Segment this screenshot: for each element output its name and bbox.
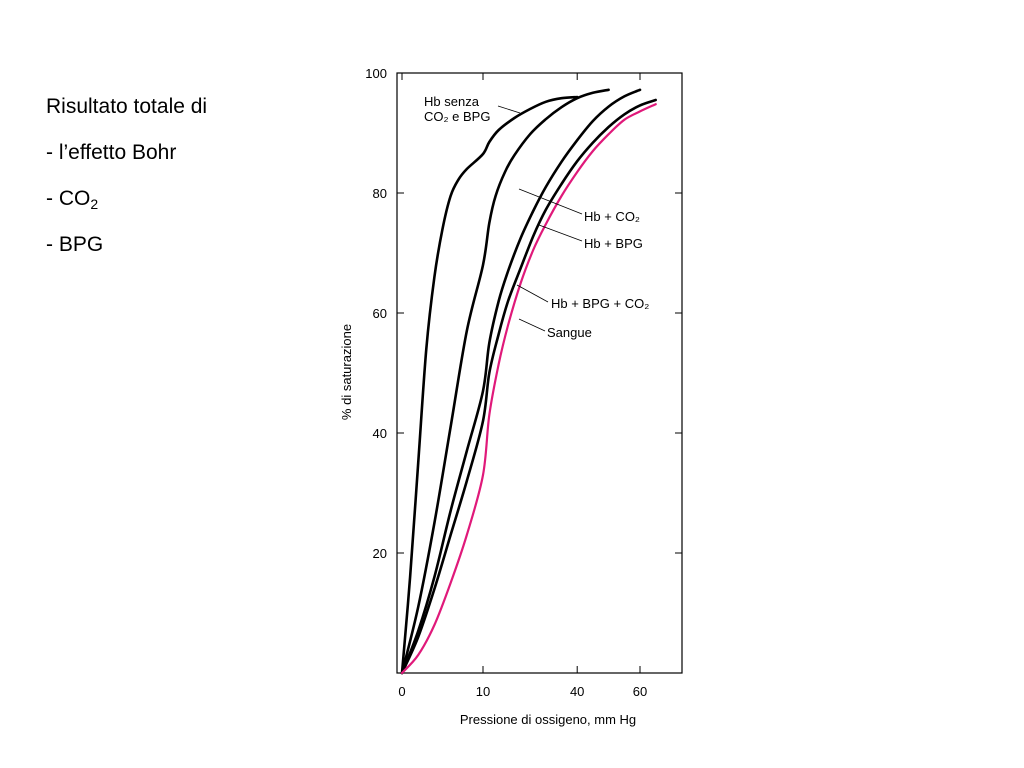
x-tick-label: 60	[633, 684, 647, 699]
y-tick-label: 40	[373, 426, 387, 441]
slide-bullets: Risultato totale di - l’effetto Bohr - C…	[46, 84, 207, 268]
label-hb-senza-co2-bpg: CO₂ e BPG	[424, 109, 490, 124]
label-sangue: Sangue	[547, 325, 592, 340]
series-hb-senza-co2-bpg	[400, 95, 579, 675]
label-leader-line	[516, 284, 549, 303]
y-tick-label: 20	[373, 546, 387, 561]
label-hb-co2: Hb + CO₂	[584, 209, 640, 224]
series-sangue	[400, 103, 657, 675]
y-axis-label: % di saturazione	[339, 324, 354, 420]
y-tick-label: 100	[365, 66, 387, 81]
x-tick-label: 40	[570, 684, 584, 699]
label-hb-senza-co2-bpg: Hb senza	[424, 94, 480, 109]
x-axis-label: Pressione di ossigeno, mm Hg	[460, 712, 636, 727]
label-leader-line	[538, 224, 583, 242]
label-leader-line	[518, 318, 546, 332]
label-leader-line	[497, 105, 521, 114]
bullet-item: - CO2	[46, 187, 99, 212]
bullet-item: - l’effetto Bohr	[46, 141, 177, 164]
label-leader-line	[518, 188, 583, 215]
x-tick-label: 10	[476, 684, 490, 699]
x-tick-label: 0	[398, 684, 405, 699]
series-hb-co2	[400, 88, 610, 675]
label-hb-bpg-co2: Hb + BPG + CO₂	[551, 296, 649, 311]
label-hb-bpg: Hb + BPG	[584, 236, 643, 251]
bullet-item: Risultato totale di	[46, 95, 208, 118]
plot-frame	[396, 72, 683, 674]
bullet-item: - BPG	[46, 233, 104, 256]
series-hb-bpg-co2	[400, 98, 657, 675]
y-tick-label: 60	[373, 306, 387, 321]
y-tick-label: 80	[373, 186, 387, 201]
series-hb-bpg	[400, 88, 642, 675]
